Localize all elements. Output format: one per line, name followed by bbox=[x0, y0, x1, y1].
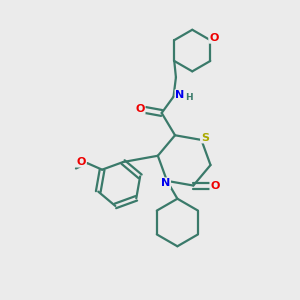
Text: O: O bbox=[135, 103, 145, 113]
Text: H: H bbox=[185, 93, 193, 102]
Text: O: O bbox=[209, 33, 218, 43]
Text: N: N bbox=[161, 178, 170, 188]
Text: O: O bbox=[210, 181, 220, 190]
Text: S: S bbox=[201, 133, 209, 142]
Text: N: N bbox=[176, 90, 185, 100]
Text: O: O bbox=[76, 157, 86, 166]
